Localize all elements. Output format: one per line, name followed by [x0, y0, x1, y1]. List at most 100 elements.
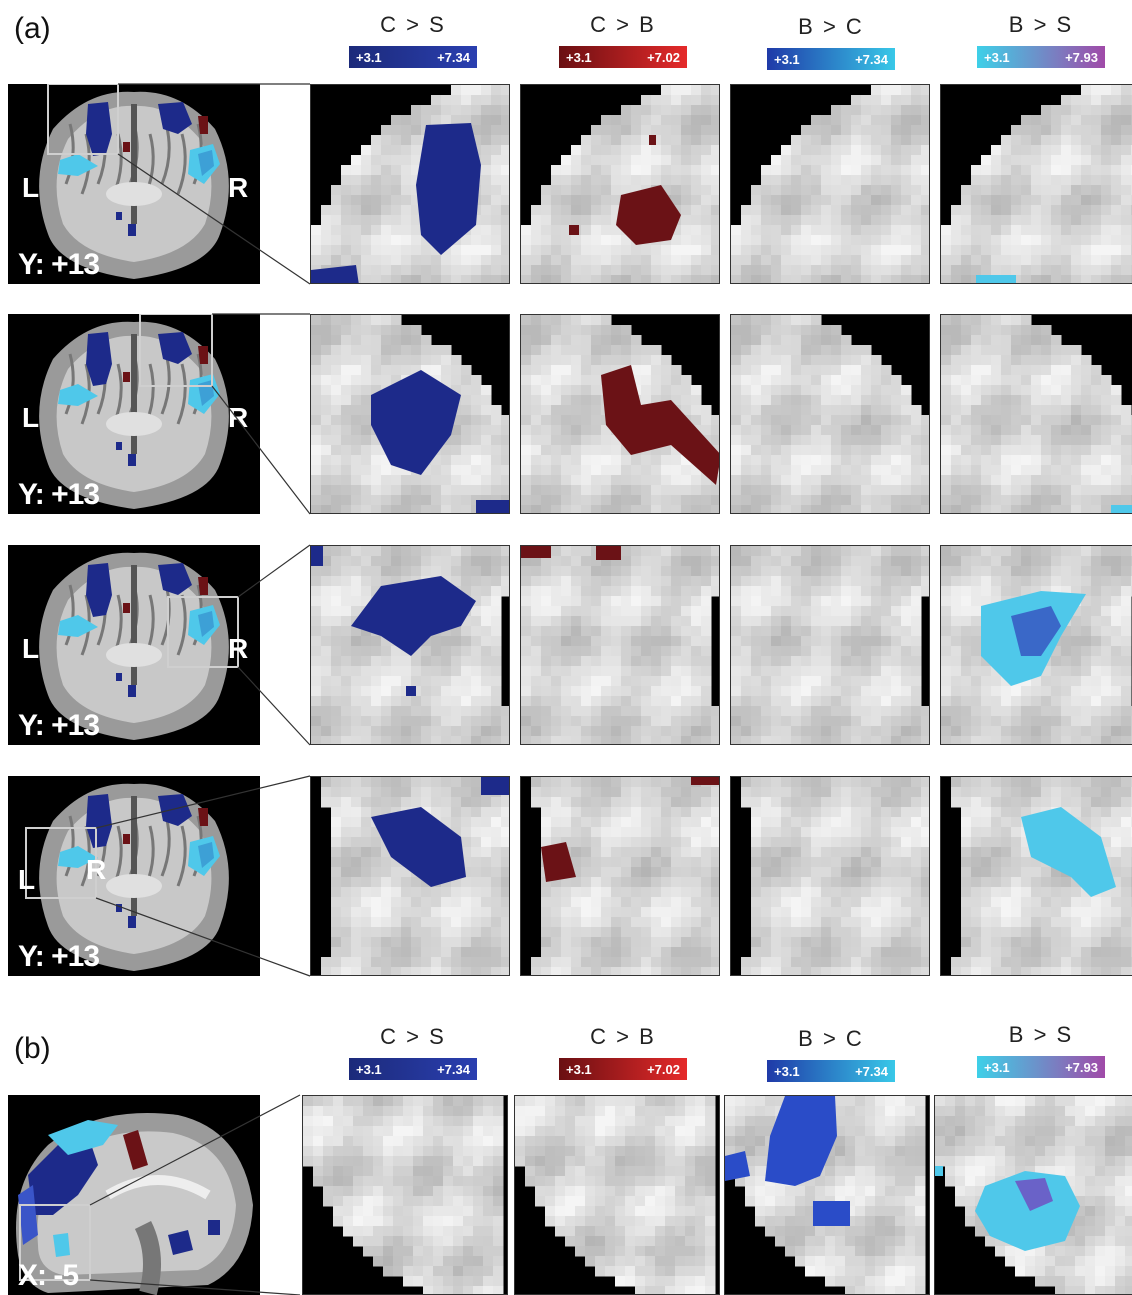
activation-cluster [976, 275, 1016, 283]
activation-cluster [371, 807, 466, 887]
colorbar-min: +3.1 [984, 49, 1010, 65]
column-title: B > S [1008, 12, 1074, 37]
colorbar-c-gt-s: +3.1 +7.34 [349, 1058, 477, 1080]
zoom-tile-row4-c-gt-s [310, 776, 510, 976]
left-hemisphere-marker: L [22, 172, 40, 203]
colorbar-max: +7.02 [647, 1061, 680, 1077]
zoom-tile-row2-c-gt-s [310, 314, 510, 514]
panel-b-label: (b) [14, 1032, 51, 1065]
activation-cluster [569, 225, 579, 235]
colorbar-max: +7.34 [855, 51, 888, 67]
activation-cluster [351, 576, 476, 656]
column-title: C > B [590, 1024, 656, 1049]
zoom-tile-row3-b-gt-c [730, 545, 930, 745]
zoom-region-box [139, 314, 213, 387]
zoom-tile-row3-c-gt-b [520, 545, 720, 745]
column-title: C > S [380, 1024, 446, 1049]
activation-cluster [1111, 505, 1132, 513]
colorbar-max: +7.34 [855, 1063, 888, 1079]
column-title: C > S [380, 12, 446, 37]
zoom-tile-row1-b-gt-s [940, 84, 1132, 284]
zoom-region-box [25, 827, 97, 899]
col-header-b-gt-c: B > C +3.1 +7.34 [746, 1026, 916, 1082]
colorbar-min: +3.1 [356, 1061, 382, 1077]
zoom-tile-row4-b-gt-c [730, 776, 930, 976]
column-title: B > S [1008, 1022, 1074, 1047]
colorbar-b-gt-c: +3.1 +7.34 [767, 48, 895, 70]
activation-cluster [416, 123, 481, 255]
activation-cluster [935, 1166, 943, 1176]
activation-cluster [601, 365, 719, 485]
colorbar-max: +7.93 [1065, 49, 1098, 65]
zoom-tile-panel-b-b-gt-c [724, 1095, 930, 1295]
colorbar-min: +3.1 [984, 1059, 1010, 1075]
col-header-b-gt-s: B > S +3.1 +7.93 [956, 12, 1126, 68]
slice-coordinate-caption: Y: +13 [18, 478, 100, 511]
activation-cluster [691, 777, 719, 785]
col-header-c-gt-b: C > B +3.1 +7.02 [538, 1024, 708, 1080]
activation-cluster [596, 546, 621, 560]
coronal-overview-row-4: L R Y: +13 [8, 776, 260, 976]
zoom-tile-row2-c-gt-b [520, 314, 720, 514]
coronal-overview-row-3: L R Y: +13 [8, 545, 260, 745]
activation-cluster [311, 546, 323, 566]
left-hemisphere-marker: L [22, 633, 40, 664]
colorbar-c-gt-s: +3.1 +7.34 [349, 46, 477, 68]
zoom-tile-row2-b-gt-c [730, 314, 930, 514]
activation-cluster [765, 1096, 837, 1186]
activation-cluster [725, 1151, 750, 1181]
column-title: C > B [590, 12, 656, 37]
left-hemisphere-marker: L [18, 864, 36, 895]
activation-cluster [521, 546, 551, 558]
zoom-tile-row4-c-gt-b [520, 776, 720, 976]
colorbar-c-gt-b: +3.1 +7.02 [559, 1058, 687, 1080]
col-header-b-gt-s: B > S +3.1 +7.93 [956, 1022, 1126, 1078]
colorbar-c-gt-b: +3.1 +7.02 [559, 46, 687, 68]
activation-cluster [1011, 606, 1061, 656]
activation-cluster [649, 135, 656, 145]
colorbar-b-gt-s: +3.1 +7.93 [977, 1056, 1105, 1078]
zoom-tile-row1-c-gt-b [520, 84, 720, 284]
zoom-tile-panel-b-b-gt-s [934, 1095, 1132, 1295]
colorbar-b-gt-c: +3.1 +7.34 [767, 1060, 895, 1082]
zoom-tile-row1-b-gt-c [730, 84, 930, 284]
panel-a-label: (a) [14, 12, 51, 45]
colorbar-min: +3.1 [774, 51, 800, 67]
colorbar-min: +3.1 [566, 49, 592, 65]
col-header-b-gt-c: B > C +3.1 +7.34 [746, 14, 916, 70]
right-hemisphere-marker: R [86, 854, 107, 885]
slice-coordinate-caption: Y: +13 [18, 940, 100, 973]
zoom-tile-panel-b-c-gt-b [514, 1095, 720, 1295]
activation-cluster [813, 1201, 850, 1226]
activation-cluster [616, 185, 681, 245]
slice-coordinate-caption: Y: +13 [18, 248, 100, 281]
zoom-tile-row3-c-gt-s [310, 545, 510, 745]
activation-cluster [541, 842, 576, 882]
left-hemisphere-marker: L [22, 402, 40, 433]
zoom-tile-row2-b-gt-s [940, 314, 1132, 514]
activation-cluster [481, 777, 509, 795]
activation-cluster [1021, 807, 1116, 897]
activation-cluster [975, 1171, 1080, 1251]
column-title: B > C [798, 1026, 864, 1051]
slice-coordinate-caption: X: -5 [18, 1259, 79, 1292]
zoom-region-box [167, 596, 239, 668]
right-hemisphere-marker: R [228, 402, 249, 433]
zoom-tile-row3-b-gt-s [940, 545, 1132, 745]
colorbar-max: +7.34 [437, 49, 470, 65]
col-header-c-gt-s: C > S +3.1 +7.34 [328, 12, 498, 68]
activation-cluster [406, 686, 416, 696]
zoom-tile-panel-b-c-gt-s [302, 1095, 508, 1295]
zoom-tile-row1-c-gt-s [310, 84, 510, 284]
coronal-overview-row-2: L R Y: +13 [8, 314, 260, 514]
colorbar-b-gt-s: +3.1 +7.93 [977, 46, 1105, 68]
coronal-overview-row-1: L R Y: +13 [8, 84, 260, 284]
zoom-region-box [19, 1204, 91, 1281]
slice-coordinate-caption: Y: +13 [18, 709, 100, 742]
colorbar-min: +3.1 [774, 1063, 800, 1079]
col-header-c-gt-b: C > B +3.1 +7.02 [538, 12, 708, 68]
sagittal-overview: X: -5 [8, 1095, 260, 1295]
right-hemisphere-marker: R [228, 633, 249, 664]
col-header-c-gt-s: C > S +3.1 +7.34 [328, 1024, 498, 1080]
colorbar-max: +7.34 [437, 1061, 470, 1077]
